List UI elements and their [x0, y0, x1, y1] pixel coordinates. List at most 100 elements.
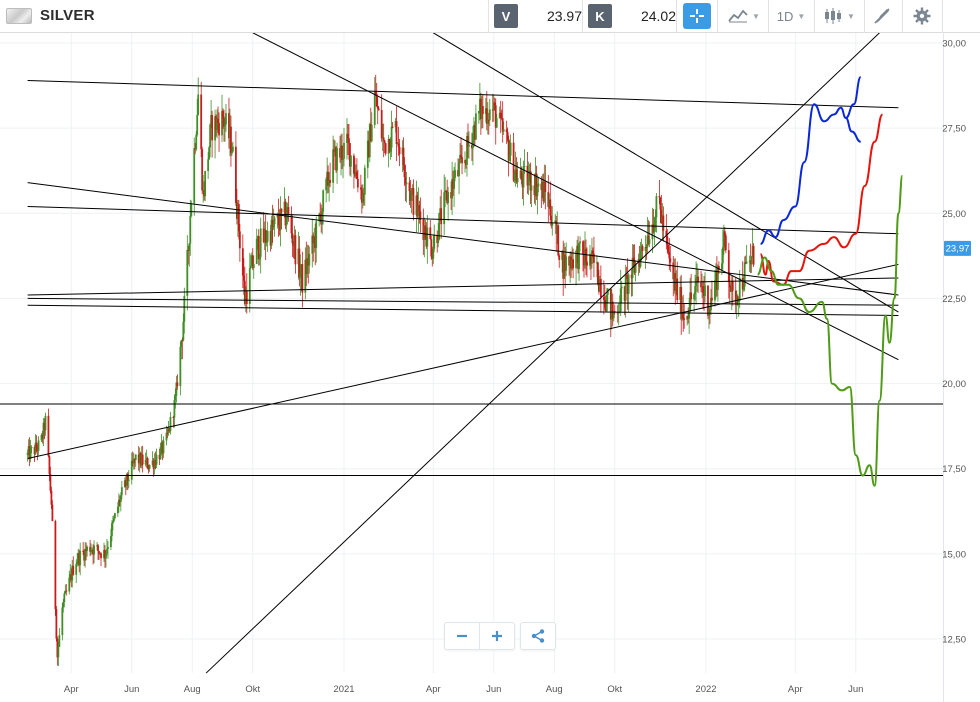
candle: [751, 228, 754, 258]
candle-body: [737, 300, 740, 302]
candle-body: [229, 126, 231, 139]
toolbar-divider: [814, 0, 815, 33]
candle: [104, 545, 106, 568]
candle-body: [179, 346, 182, 387]
candle: [447, 186, 450, 221]
candle: [341, 133, 343, 170]
candle: [307, 245, 310, 284]
candle: [36, 444, 39, 461]
chart-svg[interactable]: 30,00 27,50 25,00 22,50 20,00 17,50 15,00 12,50…: [0, 32, 980, 702]
candle: [661, 203, 664, 240]
candle: [355, 164, 357, 179]
candle-body: [708, 309, 710, 316]
candle: [342, 158, 344, 179]
candle-body: [599, 279, 602, 298]
zoom-in-button[interactable]: [480, 623, 514, 649]
candle-body: [485, 108, 488, 124]
candle: [474, 121, 476, 147]
trendline: [433, 32, 899, 313]
candle: [512, 132, 515, 183]
candle-body: [521, 179, 524, 188]
candle: [355, 158, 358, 180]
chart-type-button[interactable]: ▼: [724, 3, 764, 29]
candle-body: [333, 149, 335, 152]
candle-body: [305, 259, 308, 275]
drawing-tools-button[interactable]: [868, 3, 896, 29]
candle: [248, 252, 251, 313]
chevron-down-icon: ▼: [752, 11, 760, 21]
candle: [113, 515, 115, 523]
candle-body: [312, 235, 315, 244]
candle: [748, 255, 751, 272]
candle: [439, 196, 442, 221]
candle-body: [572, 259, 575, 269]
candle: [29, 439, 32, 463]
candle: [107, 541, 109, 559]
indicator-button[interactable]: ▼: [818, 3, 860, 29]
candle: [389, 136, 392, 160]
candle-body: [751, 245, 754, 257]
y-tick-label: 17,50: [942, 464, 966, 475]
buy-price-button[interactable]: K 24.02: [588, 3, 676, 29]
candle: [155, 448, 158, 469]
candle: [72, 556, 75, 576]
candle-body: [640, 246, 643, 250]
candle-body: [689, 292, 692, 312]
candle: [610, 289, 613, 330]
candle-body: [207, 159, 210, 172]
trendline: [27, 205, 899, 235]
settings-button[interactable]: [908, 3, 936, 29]
candle-body: [308, 253, 311, 266]
candle: [660, 194, 663, 224]
candle-body: [272, 224, 275, 228]
candle: [585, 239, 587, 276]
candle: [540, 176, 543, 208]
candle: [659, 197, 662, 224]
timeframe-select[interactable]: 1D ▼: [772, 3, 810, 29]
candle-body: [728, 282, 731, 288]
candle-body: [265, 241, 268, 243]
candle-body: [582, 241, 584, 255]
x-tick-label: Apr: [64, 684, 79, 695]
candle-body: [252, 263, 255, 269]
crosshair-button[interactable]: [683, 3, 711, 29]
candle: [491, 93, 494, 123]
sell-price: 23.97: [546, 8, 582, 24]
candle-body: [709, 309, 711, 311]
candle: [475, 104, 477, 141]
candle-body: [638, 258, 641, 267]
share-button[interactable]: [521, 623, 555, 649]
candle-body: [437, 239, 440, 244]
candle: [577, 236, 579, 274]
candle: [256, 235, 259, 250]
candle: [578, 243, 580, 281]
candle-body: [632, 257, 635, 263]
chevron-down-icon: ▼: [797, 11, 806, 21]
price-chart[interactable]: 30,00 27,50 25,00 22,50 20,00 17,50 15,00 12,50…: [0, 32, 980, 702]
trendlines: [0, 32, 943, 674]
candle-body: [162, 440, 165, 454]
candle: [319, 202, 322, 223]
zoom-out-button[interactable]: [445, 623, 479, 649]
candle-body: [72, 565, 75, 575]
candle-body: [190, 203, 193, 216]
candle: [446, 179, 449, 205]
candle-body: [195, 134, 198, 150]
candle: [562, 240, 565, 296]
candle: [188, 243, 191, 267]
candle-body: [676, 278, 679, 301]
candle: [709, 307, 711, 325]
candle-body: [647, 235, 650, 244]
candle-body: [100, 553, 102, 559]
candle-body: [474, 125, 476, 140]
candle-body: [436, 235, 439, 244]
candle: [662, 206, 665, 242]
candle: [473, 116, 475, 147]
candle-body: [626, 275, 629, 294]
candle-body: [616, 312, 619, 314]
candle-body: [451, 179, 454, 199]
candle: [300, 263, 303, 291]
candle: [472, 126, 474, 166]
sell-price-button[interactable]: V 23.97: [494, 3, 582, 29]
drawing-tools-icon: [874, 8, 890, 24]
